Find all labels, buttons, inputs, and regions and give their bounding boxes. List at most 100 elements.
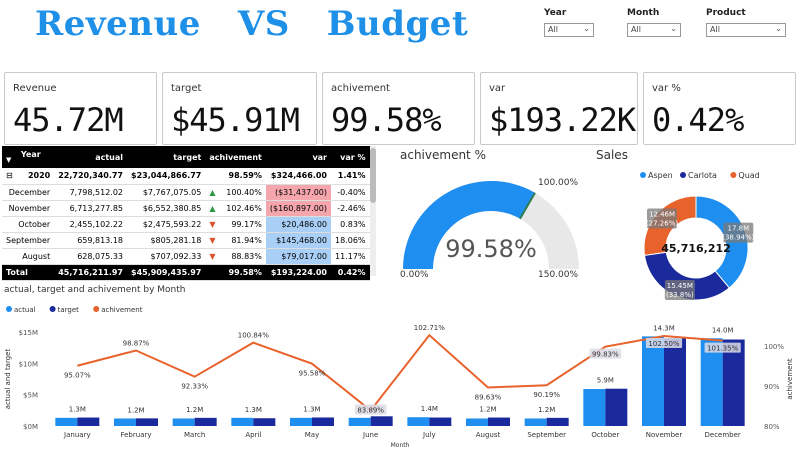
column-header-target[interactable]: target	[127, 146, 206, 168]
column-header-var[interactable]: var	[265, 146, 331, 168]
kpi-value: 99.58%	[331, 101, 442, 139]
donut-slice	[695, 195, 749, 289]
line-data-label: 102.71%	[414, 324, 445, 332]
x-tick-label: June	[362, 431, 378, 439]
legend-marker	[49, 306, 56, 312]
table-row: November 6,713,277.85 $6,552,380.85 ▲ 102…	[2, 200, 370, 217]
bar-actual	[407, 417, 430, 426]
year-slicer[interactable]: Year All ⌄	[544, 8, 594, 37]
line-label-bg	[354, 404, 387, 415]
x-tick-label: February	[120, 431, 151, 439]
kpi-card-var: var $193.22K	[480, 72, 638, 145]
cell-month: September	[2, 232, 55, 249]
x-tick-label: October	[591, 431, 619, 439]
bar-actual	[642, 336, 664, 426]
column-header-year[interactable]: ▼ Year	[2, 146, 55, 168]
kpi-card-target: target $45.91M	[162, 72, 317, 145]
bar-data-label: 1.2M	[479, 406, 496, 414]
bar-data-label: 1.4M	[421, 405, 438, 413]
table-row-year: ⊟ 2020 22,720,340.77 $23,044,866.77 98.59…	[2, 168, 370, 185]
year-dropdown[interactable]: All ⌄	[544, 23, 594, 37]
kpi-value: 45.72M	[13, 101, 124, 139]
cell-target: $707,092.33	[127, 248, 206, 265]
gauge-min-label: 0.00%	[400, 270, 429, 280]
y-tick-label: $0M	[23, 423, 38, 431]
kpi-label: Revenue	[13, 83, 57, 94]
table-row: October 2,455,102.22 $2,475,593.22 ▼ 99.1…	[2, 216, 370, 233]
cell-achivement: 99.58%	[205, 264, 266, 281]
chevron-down-icon: ⌄	[583, 24, 590, 33]
donut-label-bg	[647, 208, 678, 229]
page-title: Revenue VS Budget	[35, 4, 469, 44]
y2-tick-label: 90%	[764, 383, 780, 391]
y-axis-title: actual and target	[4, 349, 12, 410]
y2-axis-title: achivement	[786, 358, 794, 400]
kpi-value: $45.91M	[171, 101, 300, 139]
cell-var: $193,224.00	[265, 264, 331, 281]
bar-data-label: 14.3M	[653, 324, 675, 332]
month-dropdown[interactable]: All ⌄	[627, 23, 681, 37]
cell-target: $7,767,075.05	[127, 184, 206, 201]
line-data-label: 99.83%	[592, 351, 619, 359]
chevron-down-icon: ⌄	[670, 24, 677, 33]
gauge-target-label: 100.00%	[538, 178, 578, 188]
column-header-achivement[interactable]: achivement	[205, 146, 266, 168]
table-row-total: Total 45,716,211.97 $45,909,435.97 99.58…	[2, 264, 370, 281]
column-header-var-pct[interactable]: var %	[331, 146, 370, 168]
bar-target	[312, 417, 334, 426]
gauge-title: achivement %	[400, 148, 486, 162]
bar-target	[546, 417, 569, 426]
column-header-actual[interactable]: actual	[54, 146, 127, 168]
donut-label-bg	[664, 280, 695, 300]
month-dropdown-value: All	[631, 25, 641, 34]
legend-entry: Quad	[738, 171, 759, 180]
cell-var: $79,017.00	[265, 248, 331, 265]
table-scrollbar[interactable]	[370, 146, 376, 276]
cell-var: $145,468.00	[265, 232, 331, 249]
line-label-bg	[704, 342, 741, 353]
cell-var: $324,466.00	[265, 168, 331, 185]
cell-total-label: Total	[2, 264, 55, 281]
legend-entry: target	[58, 306, 80, 314]
cell-target: $45,909,435.97	[127, 264, 206, 281]
kpi-label: var %	[652, 83, 681, 94]
cell-month: August	[2, 248, 55, 265]
bar-actual	[172, 418, 195, 426]
cell-var-pct: 18.06%	[331, 232, 370, 249]
cell-month: November	[2, 200, 55, 217]
gauge-fill	[403, 180, 535, 269]
bar-data-label: 14.0M	[712, 326, 734, 334]
table-row: September 659,813.18 $805,281.18 ▼ 81.94%…	[2, 232, 370, 249]
bar-data-label: 5.9M	[597, 377, 614, 385]
cell-actual: 22,720,340.77	[54, 168, 127, 185]
x-tick-label: March	[184, 431, 205, 439]
bar-target	[194, 417, 217, 426]
scrollbar-thumb[interactable]	[370, 148, 376, 203]
x-axis-title: Month	[391, 442, 410, 449]
bar-target	[664, 338, 686, 426]
product-slicer[interactable]: Product All ⌄	[706, 8, 786, 37]
legend-entry: achivement	[101, 306, 143, 314]
collapse-icon[interactable]: ⊟	[6, 171, 13, 181]
legend-entry: Aspen	[648, 171, 673, 180]
line-label-bg	[645, 338, 683, 348]
bar-actual	[114, 418, 136, 426]
donut-slice-value: 12.46M	[649, 211, 675, 219]
bar-actual	[55, 417, 78, 426]
donut-slice-value: 17.8M	[727, 225, 749, 233]
cell-var: ($160,897.00)	[265, 200, 331, 217]
product-dropdown[interactable]: All ⌄	[706, 23, 786, 37]
table-header-row: ▼ Year actual target achivement var var %	[2, 146, 370, 168]
donut-label-bg	[723, 222, 754, 243]
donut-slice-pct: (27.26%)	[646, 220, 678, 228]
legend-marker	[6, 306, 12, 312]
triangle-down-icon: ▼	[209, 219, 216, 229]
x-tick-label: April	[245, 431, 261, 439]
month-slicer[interactable]: Month All ⌄	[627, 8, 681, 37]
kpi-card-var-pct: var % 0.42%	[643, 72, 796, 145]
bar-data-label: 1.3M	[245, 406, 262, 414]
kpi-label: var	[489, 83, 506, 94]
cell-achivement: ▼ 99.17%	[205, 216, 266, 233]
triangle-down-icon: ▼	[209, 235, 216, 245]
kpi-value: $193.22K	[489, 101, 636, 139]
